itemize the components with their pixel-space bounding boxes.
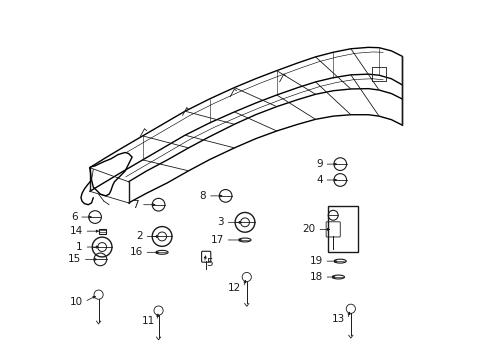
Text: 20: 20 xyxy=(302,224,316,234)
Text: 4: 4 xyxy=(316,175,322,185)
Text: 19: 19 xyxy=(309,256,322,266)
Text: 2: 2 xyxy=(136,231,143,242)
Text: 18: 18 xyxy=(309,272,322,282)
Text: 7: 7 xyxy=(132,200,139,210)
Text: 3: 3 xyxy=(217,217,224,227)
Text: 1: 1 xyxy=(76,242,83,252)
Text: 8: 8 xyxy=(199,191,206,201)
Text: 13: 13 xyxy=(332,314,345,324)
Text: 12: 12 xyxy=(228,283,242,293)
Text: 15: 15 xyxy=(68,255,81,264)
Bar xyxy=(98,229,106,234)
Text: 11: 11 xyxy=(142,316,155,326)
Text: 6: 6 xyxy=(71,212,77,222)
Text: 9: 9 xyxy=(316,159,322,169)
Bar xyxy=(328,207,358,252)
Text: 17: 17 xyxy=(211,235,224,245)
Text: 16: 16 xyxy=(129,247,143,257)
Text: 5: 5 xyxy=(206,258,213,268)
Text: 10: 10 xyxy=(70,297,83,307)
Text: 14: 14 xyxy=(70,226,83,236)
